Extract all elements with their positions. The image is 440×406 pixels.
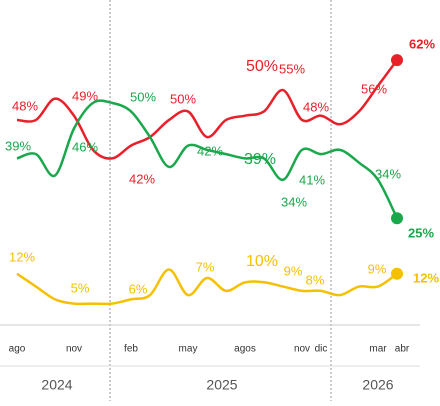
x-tick-label: feb — [124, 344, 138, 355]
x-tick-label: abr — [395, 344, 410, 355]
series-line — [16, 59, 399, 160]
data-label: 48% — [12, 98, 38, 113]
x-tick-label: nov — [66, 344, 82, 355]
x-tick-label: agos — [234, 344, 256, 355]
data-label: 49% — [72, 88, 98, 103]
data-label: 46% — [72, 139, 98, 154]
data-label: 8% — [306, 272, 325, 287]
data-label: 34% — [281, 194, 307, 209]
x-tick-label: dic — [315, 344, 328, 355]
data-label: 56% — [361, 81, 387, 96]
data-label: 34% — [375, 166, 401, 181]
data-label: 10% — [246, 253, 278, 270]
data-label: 48% — [303, 99, 329, 114]
data-label: 50% — [170, 91, 196, 106]
data-label: 55% — [279, 61, 305, 76]
data-label: 7% — [196, 259, 215, 274]
data-label: 9% — [284, 263, 303, 278]
x-tick-label: ago — [9, 344, 26, 355]
series-line — [16, 99, 399, 219]
series-line — [16, 268, 398, 306]
x-tick-label: may — [179, 344, 198, 355]
x-tick-label: mar — [369, 344, 387, 355]
data-label: 39% — [244, 151, 276, 168]
data-label: 5% — [71, 280, 90, 295]
year-label: 2025 — [206, 377, 237, 393]
data-label: 6% — [129, 281, 148, 296]
data-label: 41% — [299, 172, 325, 187]
end-dot — [391, 212, 403, 225]
x-tick-label: nov — [294, 344, 310, 355]
data-label: 50% — [130, 89, 156, 104]
year-label: 2024 — [41, 377, 72, 393]
data-label: 62% — [409, 36, 435, 51]
data-label: 9% — [368, 261, 387, 276]
data-label: 42% — [129, 171, 155, 186]
data-label: 39% — [5, 138, 31, 153]
data-label: 25% — [408, 225, 434, 240]
data-label: 50% — [246, 58, 278, 75]
data-label: 12% — [9, 249, 35, 264]
year-label: 2026 — [362, 377, 393, 393]
end-dot — [391, 267, 403, 280]
data-label: 42% — [197, 143, 223, 158]
data-label: 12% — [413, 270, 439, 285]
end-dot — [391, 54, 403, 67]
